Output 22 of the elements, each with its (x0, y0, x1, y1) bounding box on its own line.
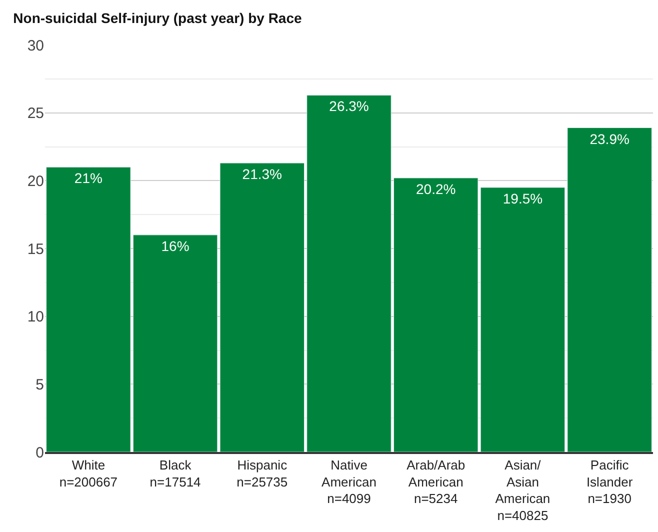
x-tick-label: Native American n=4099 (322, 457, 376, 506)
data-label: 23.9% (590, 130, 630, 147)
y-tick-label: 25 (27, 105, 44, 122)
y-tick-label: 15 (27, 240, 44, 258)
x-tick-label: Asian/ Asian American n=40825 (495, 457, 550, 524)
chart-title: Non-suicidal Self-injury (past year) by Race (13, 10, 302, 26)
x-tick-label: Hispanic n=25735 (236, 457, 288, 490)
data-label: 21% (74, 170, 102, 186)
data-label: 26.3% (329, 98, 369, 114)
x-tick-label: Pacific Islander n=1930 (586, 457, 634, 506)
y-tick-label: 30 (27, 37, 44, 54)
data-label: 21.3% (242, 166, 282, 182)
data-label: 16% (161, 238, 190, 254)
y-tick-label: 5 (36, 376, 44, 394)
y-tick-label: 0 (36, 444, 44, 462)
y-tick-label: 10 (27, 308, 44, 326)
data-label: 20.2% (416, 180, 456, 197)
y-tick-label: 20 (27, 172, 44, 190)
x-tick-label: Black n=17514 (150, 457, 201, 490)
x-tick-label: White n=200667 (59, 457, 118, 490)
data-label: 19.5% (502, 190, 543, 206)
x-tick-label: Arab/Arab American n=5234 (406, 457, 466, 506)
